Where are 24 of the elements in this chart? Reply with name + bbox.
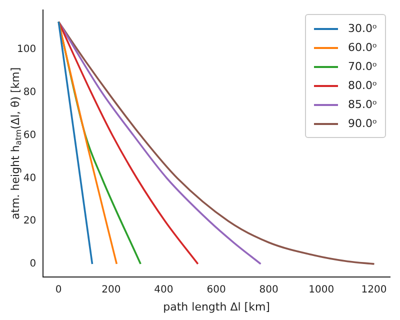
legend-label: 80.0ᵒ: [348, 79, 377, 92]
line-series: [58, 20, 262, 265]
line-series: [58, 20, 199, 265]
legend-label: 30.0ᵒ: [348, 22, 377, 35]
y-tick-label: 40: [23, 172, 36, 184]
x-tick-label: 1000: [308, 284, 334, 296]
y-tick-label: 20: [23, 216, 36, 227]
y-tick-label: 0: [30, 258, 36, 270]
x-axis-title: path length Δl [km]: [163, 300, 270, 314]
x-tick-label: 1200: [361, 284, 387, 296]
x-tick-label: 800: [259, 284, 278, 296]
x-tick-label: 0: [55, 284, 62, 296]
y-tick-label: 100: [16, 44, 36, 56]
legend-label: 85.0ᵒ: [348, 98, 377, 111]
line-series: [58, 20, 376, 265]
y-tick-label: 60: [23, 130, 36, 141]
legend-label: 60.0ᵒ: [348, 41, 377, 54]
x-tick-label: 200: [102, 284, 121, 296]
x-tick-label: 600: [206, 284, 226, 296]
y-axis-title: atm. height hatm(Δl, θ) [km]: [8, 67, 24, 220]
legend-label: 90.0ᵒ: [348, 117, 377, 130]
legend-label: 70.0ᵒ: [348, 60, 377, 73]
x-tick-label: 400: [154, 284, 174, 296]
y-tick-label: 80: [23, 87, 36, 98]
